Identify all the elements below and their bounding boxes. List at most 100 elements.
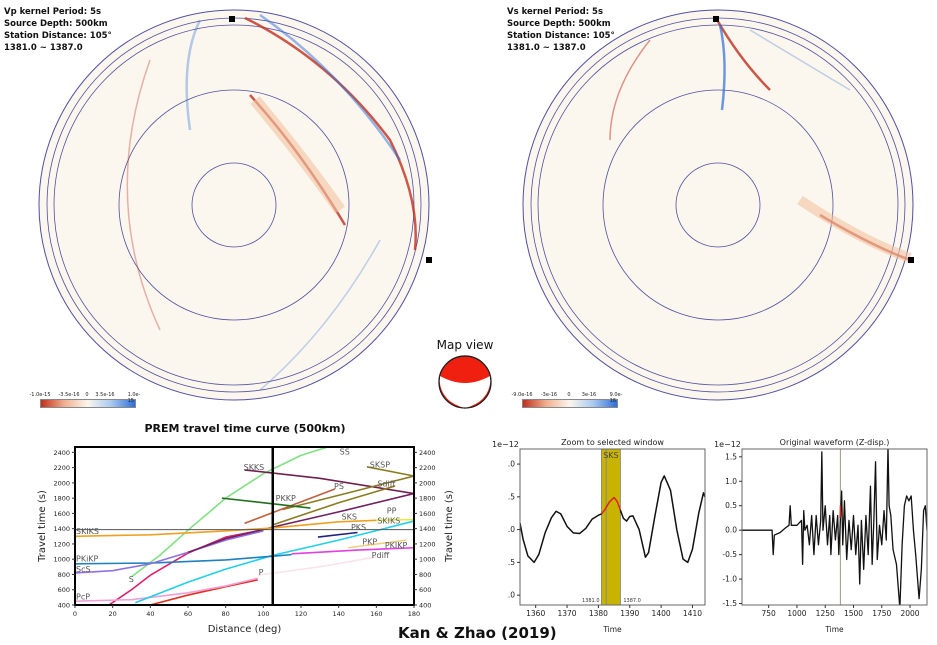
transition-zone-circle (537, 24, 899, 386)
x-tick-label: 40 (146, 610, 154, 618)
window-start-label: 1381.0 (582, 598, 600, 604)
y-tick-label-right: 400 (419, 602, 431, 610)
vs-colorbar: -9.0e-16 -3e-16 0 3e-16 9.0e-16 (512, 392, 623, 408)
inner-core-circle (191, 162, 277, 248)
x-tick-label: 1750 (872, 609, 891, 618)
phase-label: ScS (76, 565, 91, 574)
y-tick-label: .5 (508, 558, 515, 567)
plot-frame (741, 448, 928, 606)
x-axis-label: Time (602, 625, 622, 634)
phase-label: SKS (603, 451, 618, 460)
phase-label: SKIKS (377, 517, 400, 526)
phase-label: SS (340, 448, 350, 457)
y-tick-label-right: 2000 (419, 479, 436, 487)
series-line-1 (839, 505, 842, 518)
plot-frame (519, 448, 706, 606)
series-line-sksp (366, 466, 414, 477)
y-tick-label: 1.0 (725, 477, 737, 486)
y-tick-label-right: 1600 (419, 510, 436, 518)
station-distance: Station Distance: 105° (4, 31, 112, 41)
credit: Kan & Zhao (2019) (398, 624, 557, 642)
x-tick-label: 750 (762, 609, 777, 618)
series-line-scs (75, 530, 264, 574)
y-tick-label: 0.0 (725, 526, 737, 535)
colorbar-tick: 0 (85, 392, 89, 398)
x-tick-label: 160 (370, 610, 382, 618)
x-tick-label: 180 (408, 610, 420, 618)
x-tick-label: 1410 (683, 609, 702, 618)
y-tick-label: 600 (58, 586, 70, 594)
phase-label: PP (387, 506, 397, 515)
phase-label: PcP (76, 593, 90, 602)
source-depth: Source Depth: 500km (507, 19, 611, 29)
x-tick-label: 100 (257, 610, 269, 618)
station-distance: Station Distance: 105° (507, 31, 615, 41)
series-line-2 (619, 475, 705, 564)
station-marker (908, 257, 914, 263)
y-axis-label: Travel time (s) (37, 490, 48, 563)
y-tick-label: .5 (508, 492, 515, 501)
y-tick-label: 2000 (53, 479, 70, 487)
y-tick-label-right: 1200 (419, 540, 436, 548)
colorbar-tick: 0 (567, 392, 571, 398)
y-tick-label-right: 2400 (419, 449, 436, 457)
source-marker (713, 16, 719, 22)
kernel-pattern (126, 13, 417, 391)
y-tick-label-right: 800 (419, 571, 431, 579)
y-tick-label-right: 2200 (419, 464, 436, 472)
series-line-ss (131, 447, 331, 578)
y-tick-label: 1800 (53, 495, 70, 503)
phase-label: SKKS (244, 463, 265, 472)
x-tick-label: 140 (332, 610, 344, 618)
y-tick-label: 1200 (53, 540, 70, 548)
map-view-label: Map view (436, 338, 494, 352)
colorbar-tick: 3.5e-16 (95, 392, 115, 398)
series-line-sdiff (281, 475, 414, 511)
phase-label: S (129, 575, 134, 584)
phase-label: SKIKS (76, 527, 99, 536)
series-line-1 (600, 496, 622, 515)
colorbar-tick: 1.0e-15 (127, 392, 141, 404)
kernel-title: Vs kernel Period: 5s (507, 7, 604, 17)
y-tick-label: .0 (508, 525, 515, 534)
phase-label: PKKP (276, 494, 296, 503)
colorbar-tick: 9.0e-16 (609, 392, 623, 404)
time-window: 1381.0 ~ 1387.0 (4, 43, 83, 53)
y-tick-label: 1400 (53, 525, 70, 533)
series-line-pdiff (257, 556, 377, 577)
series-line-pkp (134, 520, 414, 604)
vp-kernel-panel: Vp kernel Period: 5s Source Depth: 500km… (0, 0, 470, 420)
zoom-window-chart: SKS 1381.0 1387.0 1360 1370 1380 1390 1400 1410.… (492, 438, 706, 634)
phase-label: Sdiff (377, 480, 395, 489)
inner-core-circle (675, 162, 761, 248)
outer-core-circle (602, 89, 834, 321)
series-line-skks (244, 469, 414, 495)
y-tick-label: 1600 (53, 510, 70, 518)
x-tick-label: 120 (295, 610, 307, 618)
earth-surface-circle (38, 9, 430, 401)
x-tick-label: 1360 (526, 609, 545, 618)
series-line-pp (272, 485, 396, 526)
series-line-pkp-b (347, 539, 407, 549)
kernel-title: Vp kernel Period: 5s (4, 7, 102, 17)
kernel-pattern (609, 17, 912, 263)
y-tick-label-right: 1400 (419, 525, 436, 533)
y-tick-label: 800 (58, 571, 70, 579)
y-tick-label: -0.5 (722, 550, 737, 559)
y-axis-label-right: Travel time (s) (444, 490, 455, 563)
y-tick-label-right: 600 (419, 586, 431, 594)
original-waveform-chart: 750 1000 1250 1500 1750 2000 -1.5 -1.0 -0.5 0.0 0.… (715, 438, 928, 634)
colorbar-tick: -9.0e-16 (511, 392, 533, 398)
series-line-s (108, 529, 264, 605)
x-tick-label: 2000 (900, 609, 919, 618)
x-tick-label: 1250 (816, 609, 835, 618)
series-line-skiks (75, 519, 377, 538)
series-line-0 (742, 449, 927, 605)
vp-kernel-plot (38, 9, 432, 401)
x-tick-label: 1380 (589, 609, 608, 618)
series-line-pkkp (221, 497, 311, 509)
y-tick-label: 1000 (53, 556, 70, 564)
phase-label: P (259, 568, 264, 577)
y-tick-label-right: 1800 (419, 495, 436, 503)
